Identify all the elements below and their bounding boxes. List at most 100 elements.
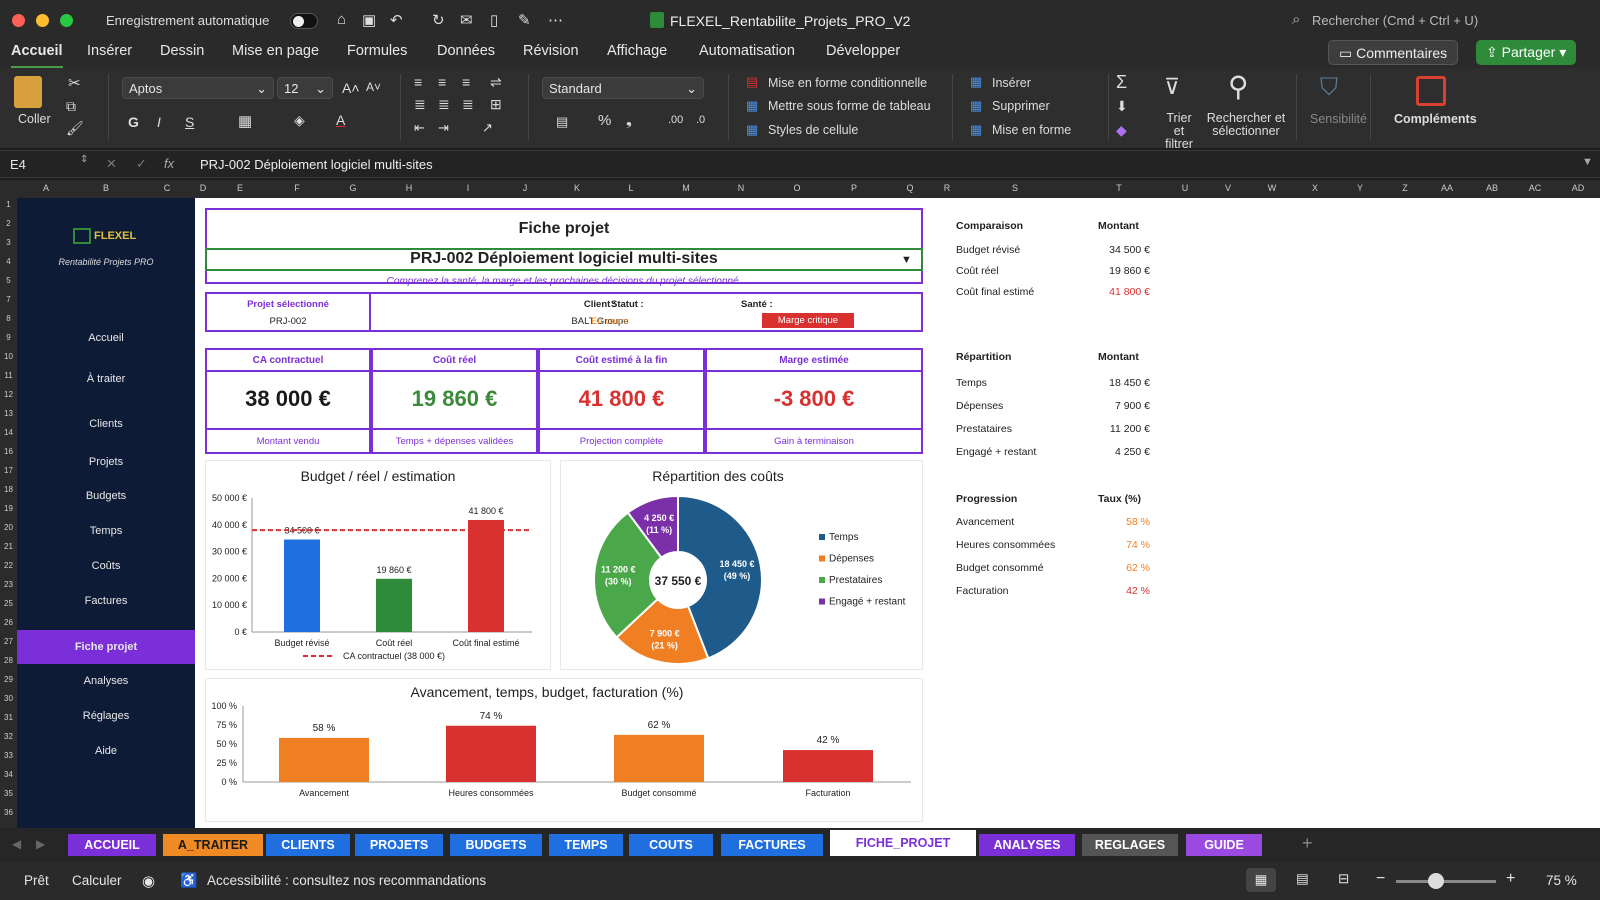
- new-document-icon[interactable]: ▯: [490, 12, 499, 29]
- delete-cells-button[interactable]: Supprimer: [992, 99, 1050, 113]
- function-icon[interactable]: fx: [164, 156, 175, 171]
- sidebar-item-clients[interactable]: Clients: [89, 418, 123, 430]
- row-header[interactable]: 11: [4, 371, 13, 380]
- menu-mise-en-page[interactable]: Mise en page: [232, 43, 320, 59]
- column-header[interactable]: M: [682, 183, 690, 193]
- column-header[interactable]: O: [793, 183, 801, 193]
- column-header[interactable]: E: [236, 183, 243, 193]
- sheet-tab-factures[interactable]: FACTURES: [721, 834, 823, 856]
- row-header[interactable]: 25: [4, 599, 13, 608]
- insert-cells-button[interactable]: Insérer: [992, 76, 1031, 90]
- column-header[interactable]: I: [466, 183, 470, 193]
- increase-indent-icon[interactable]: ⇥: [438, 120, 449, 135]
- column-header[interactable]: R: [943, 183, 951, 193]
- menu-accueil[interactable]: Accueil: [11, 43, 63, 69]
- column-header[interactable]: J: [522, 183, 528, 193]
- number-format-select[interactable]: Standard ⌄: [542, 77, 704, 99]
- mail-icon[interactable]: ✉: [460, 12, 473, 29]
- clear-icon[interactable]: ◆: [1116, 122, 1127, 138]
- sheet-tab-guide[interactable]: GUIDE: [1186, 834, 1262, 856]
- autosum-icon[interactable]: Σ: [1116, 72, 1128, 92]
- column-header[interactable]: K: [573, 183, 580, 193]
- menu-revision[interactable]: Révision: [523, 43, 579, 59]
- project-select[interactable]: [205, 248, 923, 271]
- wrap-text-icon[interactable]: ⇌: [490, 74, 502, 90]
- row-header[interactable]: 7: [6, 295, 11, 304]
- zoom-in-button[interactable]: +: [1506, 870, 1516, 887]
- row-header[interactable]: 10: [4, 352, 13, 361]
- decrease-decimal-icon[interactable]: .0: [696, 114, 706, 126]
- conditional-format-button[interactable]: Mise en forme conditionnelle: [768, 76, 928, 90]
- next-sheet-icon[interactable]: ▶: [36, 837, 46, 851]
- fill-color-icon[interactable]: ◈: [294, 112, 305, 128]
- format-cells-button[interactable]: Mise en forme: [992, 123, 1072, 137]
- row-header[interactable]: 2: [6, 219, 11, 228]
- row-header[interactable]: 3: [6, 238, 11, 247]
- format-as-table-button[interactable]: Mettre sous forme de tableau: [768, 99, 931, 113]
- close-window-button[interactable]: [12, 14, 25, 27]
- row-header[interactable]: 34: [4, 770, 13, 779]
- row-header[interactable]: 5: [6, 276, 11, 285]
- search-input[interactable]: Rechercher (Cmd + Ctrl + U): [1312, 13, 1479, 28]
- sheet-tab-reglages[interactable]: REGLAGES: [1082, 834, 1178, 856]
- column-header[interactable]: AD: [1571, 183, 1585, 193]
- column-header[interactable]: L: [628, 183, 634, 193]
- add-sheet-icon[interactable]: +: [1302, 833, 1313, 853]
- row-header[interactable]: 21: [4, 542, 13, 551]
- menu-affichage[interactable]: Affichage: [607, 43, 668, 59]
- name-box[interactable]: E4: [10, 157, 26, 172]
- row-header[interactable]: 16: [4, 447, 13, 456]
- font-name-select[interactable]: Aptos ⌄: [122, 77, 274, 99]
- minimize-window-button[interactable]: [36, 14, 49, 27]
- decrease-font-icon[interactable]: A˅: [366, 80, 382, 94]
- row-header[interactable]: 36: [4, 808, 13, 817]
- more-icon[interactable]: ⋯: [548, 12, 563, 29]
- name-box-stepper[interactable]: ⇕: [80, 154, 89, 165]
- column-header[interactable]: X: [1311, 183, 1318, 193]
- sort-filter-button[interactable]: Trier et filtrer: [1165, 111, 1193, 151]
- sheet-tab-accueil[interactable]: ACCUEIL: [68, 834, 156, 856]
- zoom-window-button[interactable]: [60, 14, 73, 27]
- sensitivity-button[interactable]: Sensibilité: [1310, 112, 1367, 126]
- align-middle-icon[interactable]: ≡: [438, 74, 447, 90]
- column-header[interactable]: AC: [1528, 183, 1542, 193]
- find-select-button[interactable]: Rechercher et sélectionner: [1206, 111, 1286, 138]
- italic-button[interactable]: I: [157, 114, 161, 130]
- cancel-icon[interactable]: ✕: [106, 156, 117, 171]
- zoom-slider-handle[interactable]: [1428, 873, 1444, 889]
- align-center-icon[interactable]: ≣: [438, 96, 450, 112]
- column-header[interactable]: S: [1011, 183, 1018, 193]
- row-header[interactable]: 30: [4, 694, 13, 703]
- column-header[interactable]: B: [102, 183, 109, 193]
- sheet-tab-temps[interactable]: TEMPS: [549, 834, 623, 856]
- dropdown-arrow-icon[interactable]: ▼: [901, 254, 912, 266]
- menu-inserer[interactable]: Insérer: [87, 43, 133, 59]
- column-header[interactable]: Q: [906, 183, 914, 193]
- row-header[interactable]: 26: [4, 618, 13, 627]
- sidebar-item-budgets[interactable]: Budgets: [85, 490, 127, 502]
- addins-button[interactable]: Compléments: [1394, 112, 1477, 126]
- orientation-icon[interactable]: ↗: [482, 120, 493, 135]
- sheet-tab-budgets[interactable]: BUDGETS: [450, 834, 542, 856]
- merge-center-icon[interactable]: ⊞: [490, 96, 502, 112]
- sidebar-item-reglages[interactable]: Réglages: [82, 710, 130, 722]
- normal-view-icon[interactable]: ▦: [1246, 868, 1276, 892]
- row-header[interactable]: 27: [4, 637, 13, 646]
- sidebar-item-couts[interactable]: Coûts: [91, 560, 121, 572]
- accessibility-icon[interactable]: ♿: [180, 872, 198, 888]
- column-header[interactable]: Y: [1356, 183, 1363, 193]
- copy-icon[interactable]: ⧉: [66, 98, 76, 114]
- row-header[interactable]: 8: [6, 314, 11, 323]
- paste-label[interactable]: Coller: [18, 112, 51, 126]
- row-header[interactable]: 12: [4, 390, 13, 399]
- row-header[interactable]: 22: [4, 561, 13, 570]
- column-header[interactable]: G: [349, 183, 357, 193]
- align-left-icon[interactable]: ≣: [414, 96, 426, 112]
- align-right-icon[interactable]: ≣: [462, 96, 474, 112]
- row-header[interactable]: 1: [6, 200, 11, 209]
- calculate-button[interactable]: Calculer: [72, 873, 122, 888]
- file-title[interactable]: FLEXEL_Rentabilite_Projets_PRO_V2: [670, 13, 911, 29]
- column-header[interactable]: P: [850, 183, 857, 193]
- row-header[interactable]: 9: [6, 333, 11, 342]
- row-header[interactable]: 28: [4, 656, 13, 665]
